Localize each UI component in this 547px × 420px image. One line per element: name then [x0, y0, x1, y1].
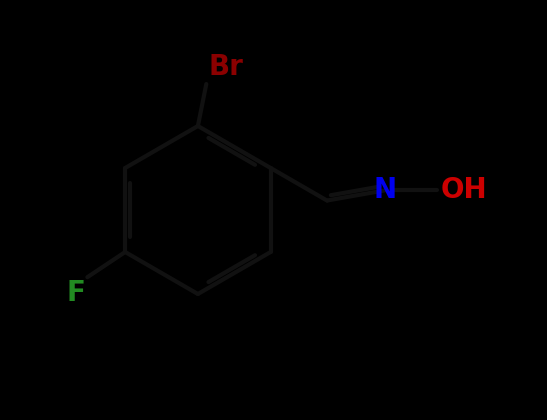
Text: F: F	[66, 279, 85, 307]
Text: OH: OH	[441, 176, 487, 205]
Text: Br: Br	[208, 52, 243, 81]
Text: N: N	[374, 176, 397, 205]
